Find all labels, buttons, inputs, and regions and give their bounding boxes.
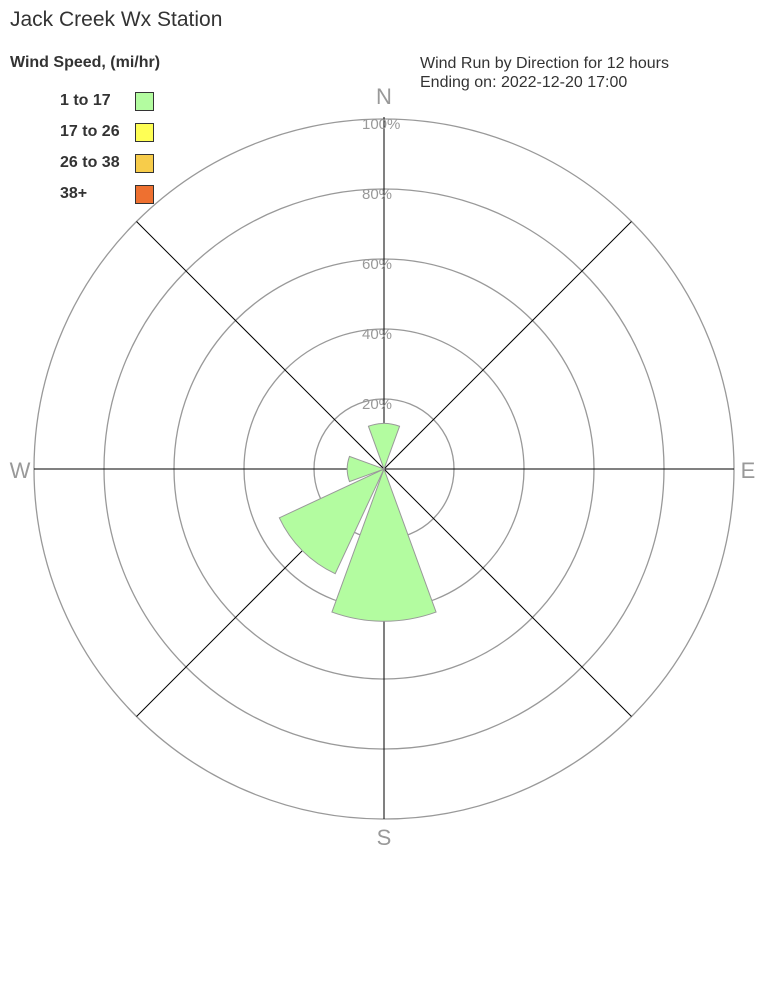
chart-subtitle-period: Wind Run by Direction for 12 hours <box>420 55 669 72</box>
legend-label: 26 to 38 <box>60 154 120 171</box>
petal-s <box>331 467 437 622</box>
compass-label-w: W <box>10 458 31 483</box>
legend-swatch <box>135 123 154 142</box>
petal-n <box>367 423 401 471</box>
compass-label-e: E <box>741 458 756 483</box>
compass-label-n: N <box>376 84 392 109</box>
chart-title: Jack Creek Wx Station <box>10 8 223 31</box>
radial-tick-label: 80% <box>362 186 392 203</box>
legend-item: 38+ <box>60 185 160 207</box>
radial-tick-label: 20% <box>362 396 392 413</box>
legend-item: 1 to 17 <box>60 92 160 114</box>
legend-item: 17 to 26 <box>60 123 160 145</box>
compass-label-s: S <box>377 825 392 850</box>
petal-w <box>346 455 386 483</box>
petal-sw <box>278 467 386 575</box>
chart-subtitle-ending: Ending on: 2022-12-20 17:00 <box>420 74 628 91</box>
legend-label: 38+ <box>60 185 88 202</box>
legend-swatch <box>135 185 154 204</box>
legend-label: 1 to 17 <box>60 92 111 109</box>
radial-tick-label: 100% <box>362 116 400 133</box>
legend-item: 26 to 38 <box>60 154 160 176</box>
legend-swatch <box>135 154 154 173</box>
legend-title: Wind Speed, (mi/hr) <box>10 54 161 71</box>
radial-tick-label: 40% <box>362 326 392 343</box>
legend-label: 17 to 26 <box>60 123 120 140</box>
legend-swatch <box>135 92 154 111</box>
radial-tick-label: 60% <box>362 256 392 273</box>
